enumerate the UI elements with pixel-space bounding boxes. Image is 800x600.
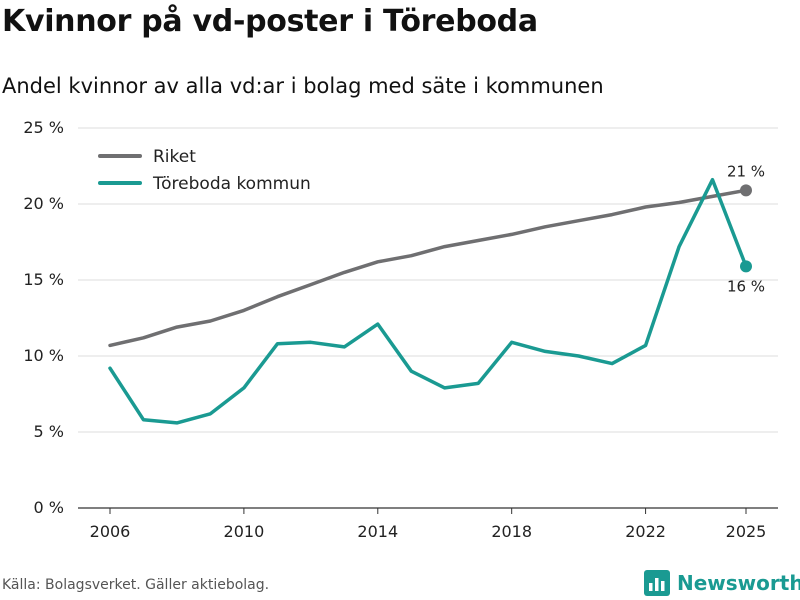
legend-label: Töreboda kommun bbox=[152, 174, 311, 194]
series-line-1 bbox=[108, 188, 748, 348]
x-tick-label: 2014 bbox=[357, 522, 398, 541]
legend: Riket Töreboda kommun bbox=[98, 147, 311, 194]
y-tick-label: 20 % bbox=[23, 194, 64, 213]
x-tick-label: 2025 bbox=[726, 522, 767, 541]
x-tick-label: 2022 bbox=[625, 522, 666, 541]
series-end-label-1: 21 % bbox=[727, 162, 765, 180]
x-tick-label: 2006 bbox=[90, 522, 131, 541]
brand-logo[interactable]: Newsworthy bbox=[644, 570, 800, 596]
legend-label: Riket bbox=[153, 147, 196, 167]
x-tick-label: 2018 bbox=[491, 522, 532, 541]
series-line-2 bbox=[108, 177, 748, 425]
chart-title: Kvinnor på vd-poster i Töreboda bbox=[2, 4, 538, 39]
series-end-marker-1 bbox=[740, 184, 752, 197]
bar-chart-icon bbox=[644, 570, 670, 596]
source-note: Källa: Bolagsverket. Gäller aktiebolag. bbox=[2, 577, 270, 593]
brand-name: Newsworthy bbox=[677, 571, 800, 595]
series-end-marker-2 bbox=[740, 260, 752, 273]
y-tick-label: 5 % bbox=[34, 422, 64, 441]
y-tick-label: 25 % bbox=[23, 118, 64, 137]
chart-subtitle: Andel kvinnor av alla vd:ar i bolag med … bbox=[2, 74, 604, 98]
y-tick-label: 10 % bbox=[23, 346, 64, 365]
y-tick-label: 15 % bbox=[23, 270, 64, 289]
series-end-label-2: 16 % bbox=[727, 277, 765, 295]
y-tick-label: 0 % bbox=[34, 498, 64, 517]
x-tick-label: 2010 bbox=[224, 522, 265, 541]
